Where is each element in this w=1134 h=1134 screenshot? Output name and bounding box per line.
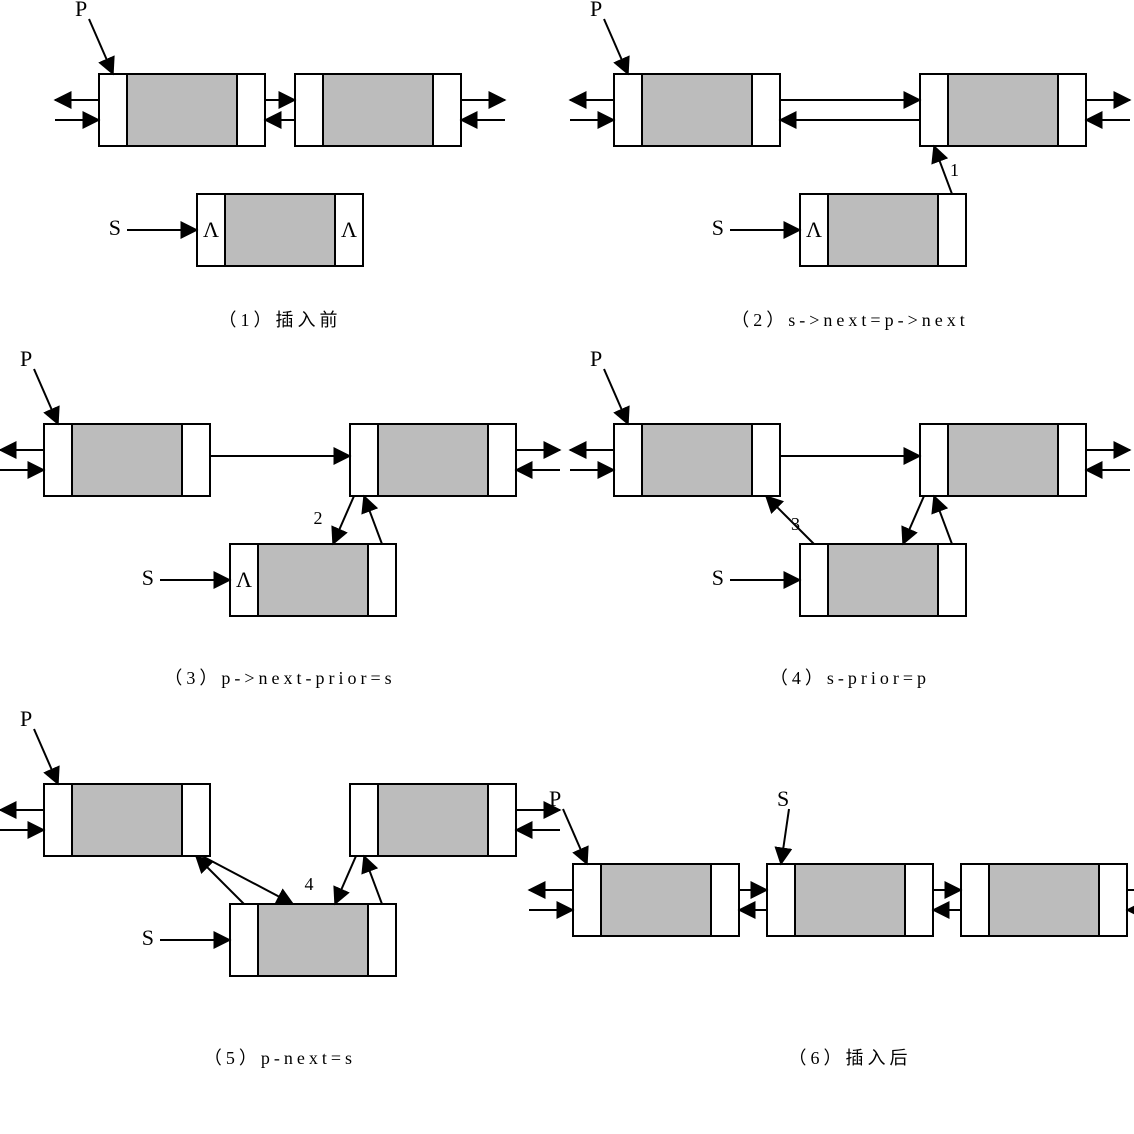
svg-text:（2）s->next=p->next: （2）s->next=p->next <box>731 310 968 330</box>
svg-text:（4）s-prior=p: （4）s-prior=p <box>770 668 930 688</box>
svg-text:P: P <box>549 786 561 811</box>
panel-2: P Λ S 1 （2）s->next=p->next <box>570 0 1130 330</box>
svg-text:S: S <box>712 565 724 590</box>
svg-text:P: P <box>590 0 602 21</box>
svg-text:（1）插入前: （1）插入前 <box>219 310 342 330</box>
svg-text:4: 4 <box>305 874 314 894</box>
svg-text:Λ: Λ <box>806 217 822 242</box>
svg-text:2: 2 <box>314 508 323 528</box>
panel-4: P S 3 （4）s-prior=p <box>570 346 1130 688</box>
svg-text:S: S <box>109 215 121 240</box>
svg-text:Λ: Λ <box>203 217 219 242</box>
svg-text:Λ: Λ <box>341 217 357 242</box>
svg-text:P: P <box>20 706 32 731</box>
svg-text:（3）p->next-prior=s: （3）p->next-prior=s <box>164 668 395 688</box>
svg-text:P: P <box>75 0 87 21</box>
svg-text:3: 3 <box>791 514 800 534</box>
panel-6: P S （6）插入后 <box>529 786 1134 1068</box>
svg-text:S: S <box>777 786 789 811</box>
svg-text:（6）插入后: （6）插入后 <box>789 1048 912 1068</box>
svg-text:Λ: Λ <box>236 567 252 592</box>
svg-text:S: S <box>712 215 724 240</box>
panel-5: P S 4 （5）p-next=s <box>0 706 560 1068</box>
svg-text:P: P <box>20 346 32 371</box>
svg-text:P: P <box>590 346 602 371</box>
panel-3: P Λ S 2 （3）p->next-prior=s <box>0 346 560 688</box>
svg-text:（5）p-next=s: （5）p-next=s <box>204 1048 356 1068</box>
panel-1: P Λ Λ S （1）插入前 <box>55 0 505 330</box>
svg-text:S: S <box>142 565 154 590</box>
svg-text:1: 1 <box>950 160 959 180</box>
svg-text:S: S <box>142 925 154 950</box>
